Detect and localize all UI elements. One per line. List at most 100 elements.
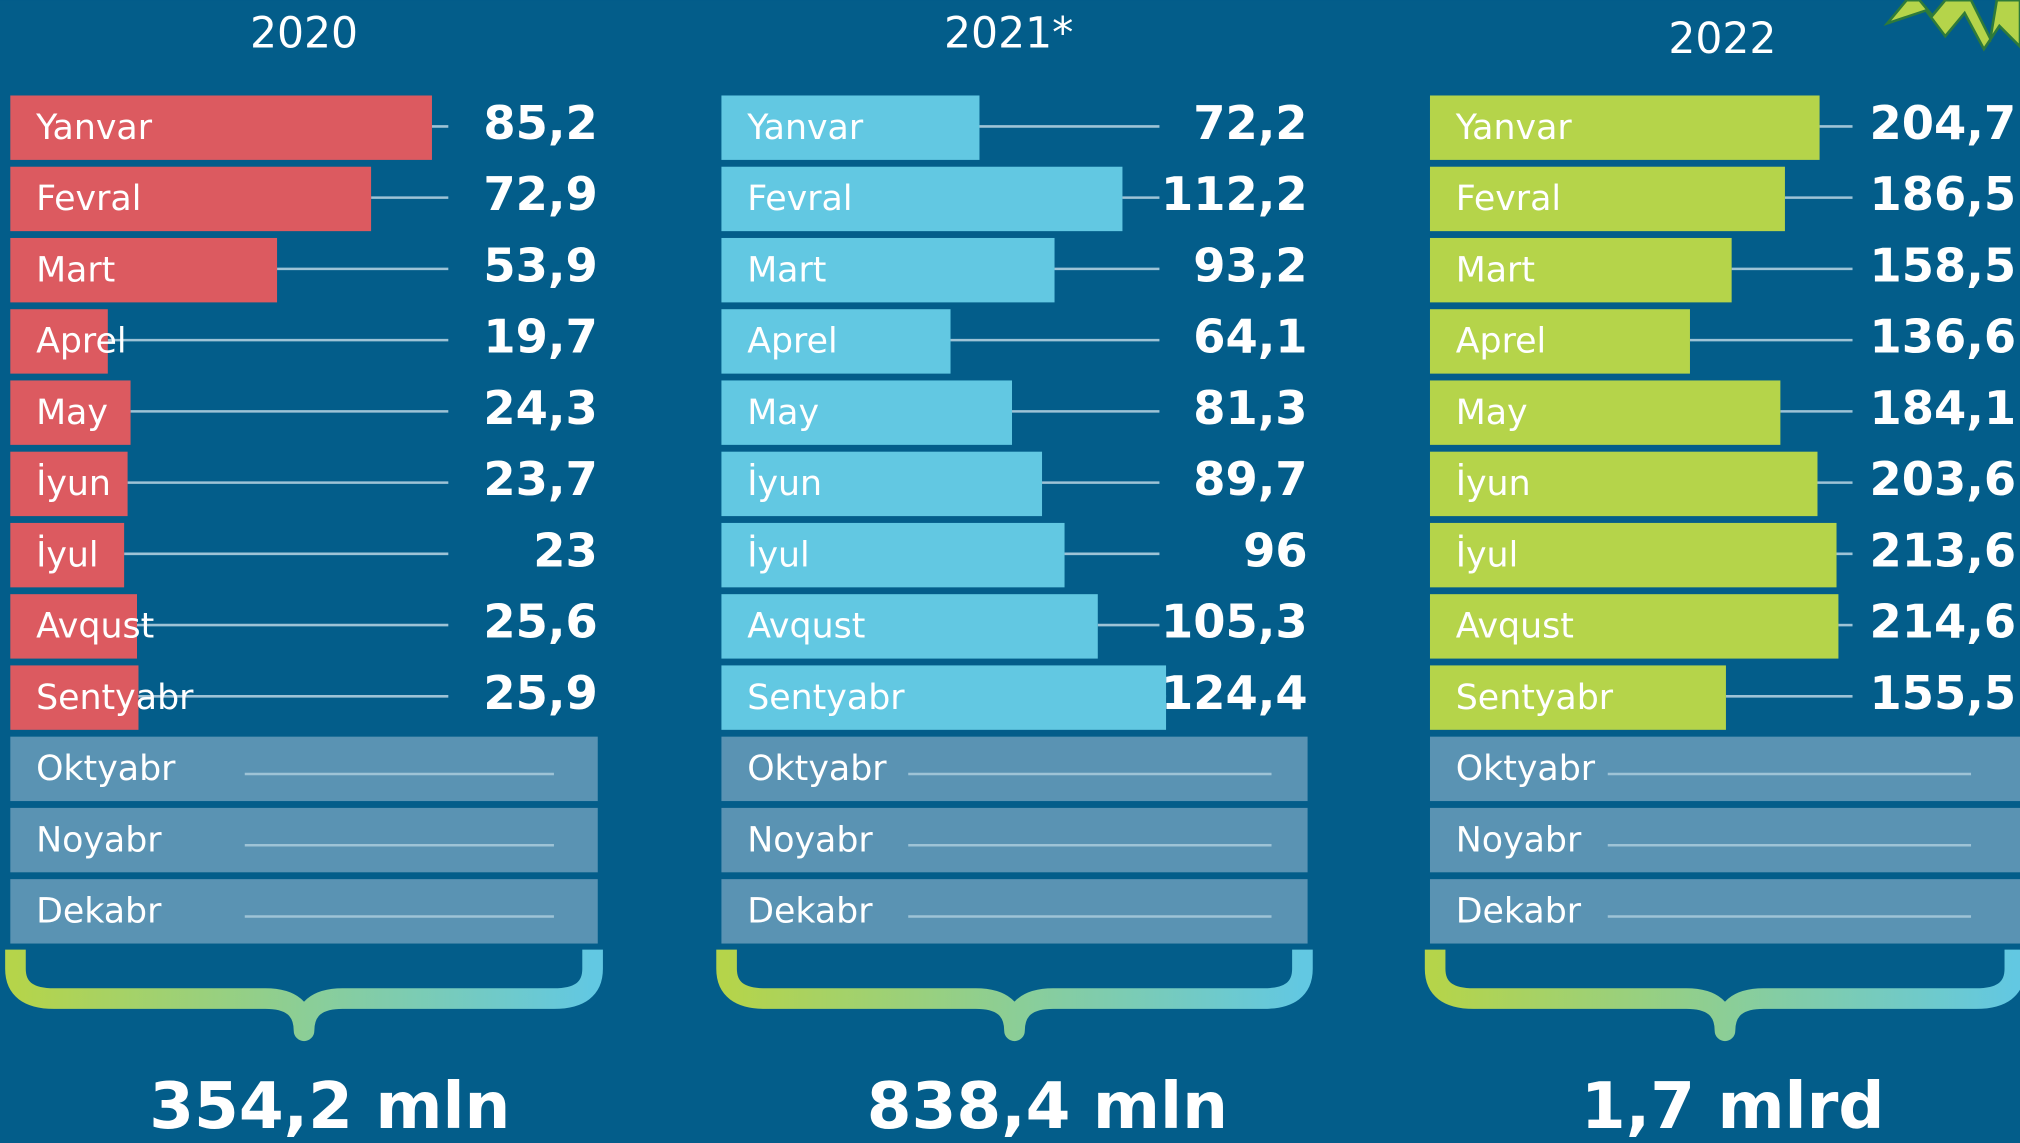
bar	[10, 665, 139, 730]
bar	[1429, 451, 1818, 517]
bar	[10, 380, 131, 445]
empty-row	[721, 807, 1308, 873]
bar	[10, 309, 108, 374]
bar	[1429, 522, 1837, 588]
category-label: Aprel	[1456, 322, 1546, 362]
value-label: 184,1	[1869, 381, 2016, 435]
category-label: Sentyabr	[36, 678, 194, 718]
category-label: Oktyabr	[1456, 749, 1596, 789]
category-label: Sentyabr	[1456, 678, 1614, 718]
category-label: Mart	[1456, 250, 1535, 290]
bar	[721, 522, 1065, 588]
value-label: 72,2	[1193, 96, 1307, 150]
bar	[721, 237, 1055, 303]
category-label: İyul	[1456, 533, 1519, 575]
bar	[1429, 309, 1690, 374]
category-label: Oktyabr	[36, 749, 176, 789]
category-label: Noyabr	[747, 820, 873, 860]
bar	[10, 95, 432, 160]
value-label: 158,5	[1869, 238, 2016, 292]
bar	[1429, 665, 1726, 730]
category-label: May	[747, 393, 819, 433]
bar	[721, 166, 1123, 232]
category-label: Oktyabr	[747, 749, 887, 789]
value-label: 25,9	[483, 666, 597, 720]
category-label: Noyabr	[1456, 820, 1582, 860]
value-label: 19,7	[483, 310, 597, 364]
empty-row	[721, 879, 1308, 944]
value-label: 85,2	[483, 96, 597, 150]
category-label: Yanvar	[746, 108, 864, 148]
bar	[1429, 95, 1820, 160]
value-label: 89,7	[1193, 452, 1307, 506]
value-label: 72,9	[483, 167, 597, 221]
value-label: 214,6	[1869, 595, 2016, 649]
value-label: 112,2	[1161, 167, 1308, 221]
category-label: İyul	[747, 533, 810, 575]
value-label: 25,6	[483, 595, 597, 649]
bar	[721, 95, 980, 160]
category-label: Yanvar	[35, 108, 153, 148]
bar	[721, 665, 1167, 730]
value-label: 203,6	[1869, 452, 2016, 506]
category-label: İyun	[1456, 462, 1531, 504]
category-label: Mart	[36, 250, 115, 290]
category-label: Aprel	[747, 322, 837, 362]
chart-title: 2022	[1668, 15, 1776, 64]
category-label: Dekabr	[1456, 892, 1582, 932]
bar	[10, 237, 278, 303]
total-label: 838,4 mln	[867, 1069, 1228, 1143]
bar	[10, 594, 138, 659]
value-label: 204,7	[1869, 96, 2016, 150]
empty-row	[1429, 736, 2020, 802]
value-label: 96	[1243, 523, 1308, 577]
empty-row	[10, 807, 598, 873]
bar	[1429, 166, 1785, 232]
bar	[1429, 237, 1732, 303]
value-label: 213,6	[1869, 523, 2016, 577]
category-label: May	[1456, 393, 1528, 433]
bar	[721, 451, 1043, 517]
chart-title: 2020	[250, 10, 358, 59]
category-label: Fevral	[1456, 179, 1561, 219]
category-label: Yanvar	[1455, 108, 1573, 148]
category-label: Noyabr	[36, 820, 162, 860]
category-label: Dekabr	[747, 892, 873, 932]
empty-row	[10, 736, 598, 802]
category-label: Avqust	[36, 607, 154, 647]
value-label: 136,6	[1869, 310, 2016, 364]
empty-row	[1429, 879, 2020, 944]
value-label: 23	[533, 523, 598, 577]
bar	[10, 451, 128, 517]
brace	[1424, 949, 2020, 1042]
bar	[10, 522, 125, 588]
category-label: İyun	[747, 462, 822, 504]
category-label: İyun	[36, 462, 111, 504]
value-label: 124,4	[1161, 666, 1308, 720]
bar	[1429, 380, 1781, 445]
chart-title: 2021*	[944, 10, 1073, 59]
bar	[721, 309, 951, 374]
value-label: 23,7	[483, 452, 597, 506]
value-label: 53,9	[483, 238, 597, 292]
star-decoration	[1883, 0, 2020, 52]
value-label: 24,3	[483, 381, 597, 435]
empty-row	[1429, 807, 2020, 873]
brace	[5, 949, 603, 1042]
value-label: 81,3	[1193, 381, 1307, 435]
total-label: 354,2 mln	[149, 1069, 510, 1143]
category-label: Avqust	[1456, 607, 1574, 647]
category-label: Sentyabr	[747, 678, 905, 718]
value-label: 93,2	[1193, 238, 1307, 292]
bar	[10, 166, 372, 232]
category-label: Dekabr	[36, 892, 162, 932]
category-label: Aprel	[36, 322, 126, 362]
category-label: Fevral	[36, 179, 141, 219]
empty-row	[10, 879, 598, 944]
category-label: İyul	[36, 533, 99, 575]
brace	[716, 949, 1313, 1042]
category-label: Fevral	[747, 179, 852, 219]
category-label: May	[36, 393, 108, 433]
